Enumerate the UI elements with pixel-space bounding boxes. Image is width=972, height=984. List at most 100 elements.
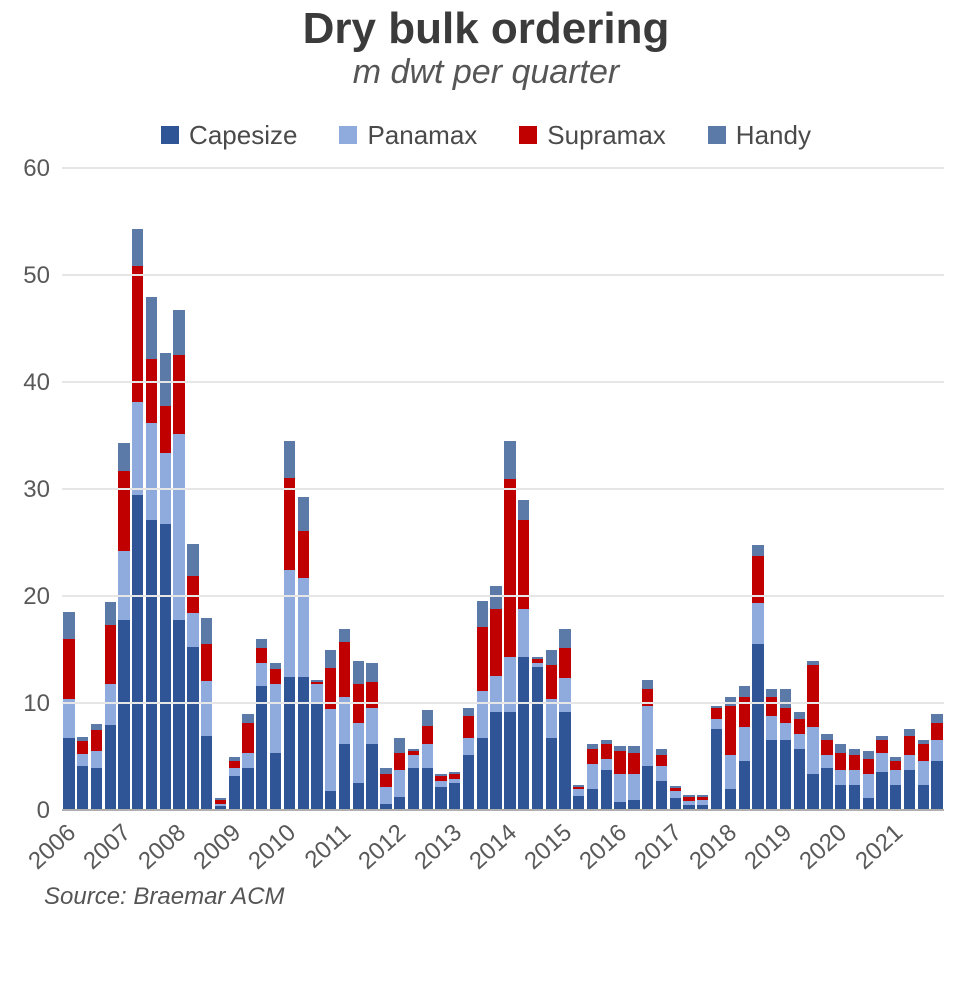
bar-segment-supramax — [766, 697, 777, 716]
bar — [201, 618, 212, 811]
bar-slot — [117, 169, 131, 811]
bar — [229, 757, 240, 810]
legend-swatch-capesize — [161, 126, 179, 144]
bar-segment-supramax — [587, 749, 598, 764]
bar-segment-panamax — [794, 734, 805, 749]
bar-segment-panamax — [173, 434, 184, 620]
bar — [835, 744, 846, 810]
bar-segment-capesize — [77, 766, 88, 811]
bar-segment-supramax — [504, 479, 515, 657]
bar-segment-panamax — [863, 774, 874, 798]
bar-segment-capesize — [201, 736, 212, 811]
bar — [449, 772, 460, 810]
bar-slot — [351, 169, 365, 811]
bar-segment-capesize — [587, 789, 598, 810]
bar-slot — [751, 169, 765, 811]
gridline — [62, 381, 944, 383]
bar-segment-panamax — [298, 578, 309, 676]
y-tick-label: 20 — [0, 583, 62, 611]
bar-segment-capesize — [463, 755, 474, 811]
bar-segment-capesize — [160, 524, 171, 811]
bar-segment-panamax — [242, 753, 253, 768]
x-tick-label: 2020 — [795, 819, 853, 876]
bar-slot — [599, 169, 613, 811]
bar-segment-capesize — [794, 749, 805, 811]
bar-segment-panamax — [918, 761, 929, 785]
bar — [546, 650, 557, 810]
y-tick-label: 10 — [0, 690, 62, 718]
bar-slot — [696, 169, 710, 811]
bar-segment-supramax — [546, 665, 557, 699]
bar — [628, 746, 639, 810]
bar-segment-supramax — [807, 665, 818, 727]
bar-segment-capesize — [490, 712, 501, 810]
bar-slot — [903, 169, 917, 811]
bar-segment-handy — [366, 663, 377, 682]
bar — [63, 612, 74, 811]
bar — [325, 650, 336, 810]
bar-slot — [379, 169, 393, 811]
bar — [794, 712, 805, 810]
bar-segment-handy — [642, 680, 653, 689]
bar-segment-handy — [504, 441, 515, 478]
bar-segment-capesize — [890, 785, 901, 811]
bar-segment-panamax — [394, 770, 405, 797]
bar-segment-panamax — [807, 727, 818, 774]
legend-label-capesize: Capesize — [189, 120, 297, 151]
bar-segment-supramax — [160, 406, 171, 453]
bar-segment-panamax — [876, 753, 887, 772]
bar — [463, 708, 474, 811]
bar-segment-capesize — [807, 774, 818, 810]
bar-segment-capesize — [931, 761, 942, 810]
y-tick-label: 40 — [0, 369, 62, 397]
bar-segment-handy — [160, 353, 171, 407]
x-tick-label: 2010 — [244, 819, 302, 876]
bar-segment-supramax — [711, 708, 722, 719]
bar-segment-capesize — [366, 744, 377, 810]
legend-swatch-supramax — [519, 126, 537, 144]
bar-slot — [475, 169, 489, 811]
bar — [160, 353, 171, 811]
bar-segment-panamax — [229, 768, 240, 777]
bar-segment-supramax — [918, 744, 929, 761]
bar-segment-panamax — [477, 691, 488, 738]
bar-segment-handy — [766, 689, 777, 698]
x-tick-label: 2015 — [519, 819, 577, 876]
bar-segment-supramax — [366, 682, 377, 708]
bar-segment-supramax — [780, 708, 791, 723]
bar-segment-capesize — [311, 704, 322, 811]
bar — [656, 749, 667, 811]
bar-segment-supramax — [463, 716, 474, 737]
bar-slot — [806, 169, 820, 811]
bar-slot — [90, 169, 104, 811]
bar — [863, 751, 874, 811]
bar — [146, 297, 157, 811]
bar-segment-panamax — [339, 697, 350, 744]
legend-item-supramax: Supramax — [519, 120, 666, 151]
bar-segment-panamax — [628, 774, 639, 800]
bar-slot — [393, 169, 407, 811]
y-tick-label: 0 — [0, 797, 62, 825]
x-tick-label: 2006 — [23, 819, 81, 876]
bar-segment-supramax — [794, 719, 805, 734]
bar-segment-capesize — [408, 768, 419, 811]
bar-slot — [324, 169, 338, 811]
bar-segment-capesize — [656, 781, 667, 811]
bar-slot — [765, 169, 779, 811]
bar-segment-capesize — [876, 772, 887, 811]
bar-segment-supramax — [890, 761, 901, 770]
bar-segment-panamax — [739, 727, 750, 761]
x-tick-label: 2014 — [464, 819, 522, 876]
x-tick-label: 2011 — [300, 819, 357, 874]
bar-slot — [448, 169, 462, 811]
legend-item-handy: Handy — [708, 120, 811, 151]
bar-segment-supramax — [284, 478, 295, 570]
bar — [739, 686, 750, 810]
bar-segment-supramax — [725, 706, 736, 755]
bar-segment-panamax — [904, 755, 915, 770]
bar-slot — [365, 169, 379, 811]
bar-segment-capesize — [284, 677, 295, 811]
bar — [256, 639, 267, 810]
bar-segment-handy — [422, 710, 433, 726]
bar-segment-capesize — [298, 677, 309, 811]
